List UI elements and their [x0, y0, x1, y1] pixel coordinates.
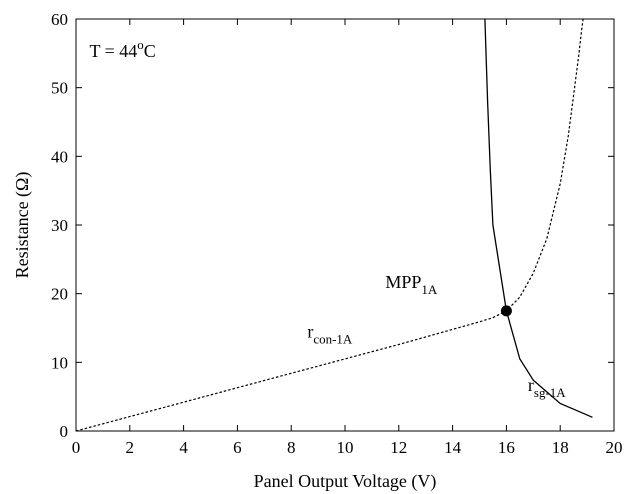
- rsg-subscript: sg-1A: [534, 385, 566, 400]
- rcon-annotation: rcon-1A: [307, 322, 353, 347]
- rsg-label: r: [528, 375, 534, 395]
- rsg-annotation: rsg-1A: [528, 375, 566, 400]
- plot-lines: [76, 19, 593, 431]
- axis-ticks: [75, 18, 615, 432]
- y-tick-label: 60: [51, 10, 68, 29]
- y-tick-label: 40: [51, 147, 68, 166]
- x-tick-label: 8: [287, 438, 296, 457]
- y-tick-label: 0: [60, 422, 69, 441]
- x-tick-label: 20: [606, 438, 623, 457]
- x-axis-label: Panel Output Voltage (V): [254, 471, 437, 492]
- x-tick-label: 0: [72, 438, 81, 457]
- tick-labels: 0 2 4 6 8 10 12 14 16 18 20 0 10 20 30 40 50 60: [51, 10, 623, 457]
- y-tick-label: 10: [51, 353, 68, 372]
- x-tick-label: 2: [126, 438, 135, 457]
- y-tick-label: 50: [51, 79, 68, 98]
- x-tick-label: 16: [498, 438, 515, 457]
- y-tick-label: 30: [51, 216, 68, 235]
- x-tick-label: 18: [552, 438, 569, 457]
- temperature-annotation: T = 44oC: [89, 37, 155, 61]
- rcon-subscript: con-1A: [313, 332, 353, 347]
- x-tick-label: 12: [390, 438, 407, 457]
- series-line-rcon: [76, 19, 584, 431]
- rcon-label: r: [307, 322, 313, 342]
- plot-frame: [75, 18, 615, 432]
- x-tick-label: 10: [337, 438, 354, 457]
- series-line-rsg: [484, 19, 593, 418]
- mpp-point: [500, 305, 512, 317]
- x-tick-label: 14: [444, 438, 462, 457]
- temperature-prefix: T = 44: [89, 41, 137, 61]
- mpp-subscript: 1A: [421, 282, 438, 297]
- temperature-degree: o: [137, 37, 144, 52]
- mpp-annotation: MPP1A: [385, 272, 438, 297]
- y-tick-label: 20: [51, 285, 68, 304]
- temperature-suffix: C: [144, 41, 156, 61]
- x-tick-label: 6: [233, 438, 242, 457]
- x-tick-label: 4: [179, 438, 188, 457]
- mpp-label: MPP: [385, 272, 421, 292]
- y-axis-label: Resistance (Ω): [12, 172, 33, 279]
